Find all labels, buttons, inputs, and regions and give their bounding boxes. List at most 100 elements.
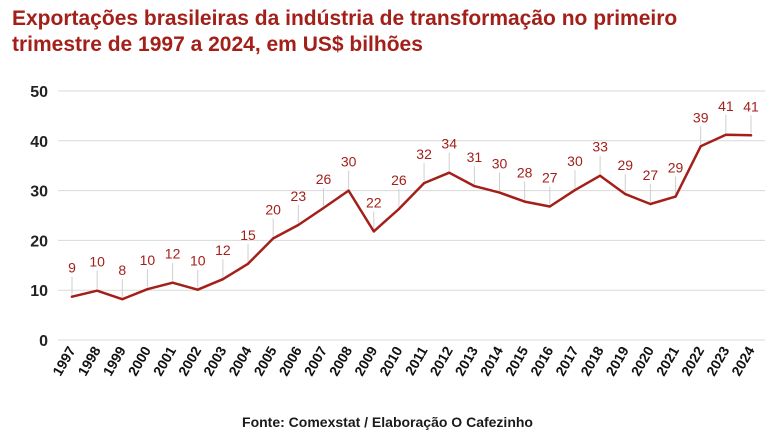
y-tick-label-30: 30 xyxy=(30,184,48,201)
data-label-2022: 39 xyxy=(693,109,709,125)
data-point-2017 xyxy=(573,188,577,192)
x-tick-label-1997: 1997 xyxy=(49,343,79,378)
x-tick-label-2008: 2008 xyxy=(326,343,356,378)
data-label-2007: 26 xyxy=(316,171,332,187)
data-label-2002: 10 xyxy=(190,253,206,269)
data-point-2007 xyxy=(322,206,325,210)
data-label-2016: 27 xyxy=(542,170,558,186)
data-label-1998: 10 xyxy=(89,254,105,270)
data-label-2001: 12 xyxy=(165,246,181,262)
data-labels: 9 10 8 10 12 10 12 15 20 23 26 30 22 26 32 34 31 30 28 27 30… xyxy=(68,98,759,278)
x-tick-label-2013: 2013 xyxy=(452,343,482,378)
x-tick-label-2005: 2005 xyxy=(250,343,280,378)
data-point-2024 xyxy=(749,134,753,137)
data-label-2013: 31 xyxy=(467,149,483,165)
data-label-2004: 15 xyxy=(240,227,256,243)
source-note: Fonte: Comexstat / Elaboração O Cafezinh… xyxy=(242,414,533,430)
data-point-2001 xyxy=(171,281,174,284)
y-axis-ticks: 0 10 20 30 40 50 xyxy=(30,84,48,350)
x-tick-label-2020: 2020 xyxy=(628,343,658,378)
data-label-2011: 32 xyxy=(416,146,432,162)
data-point-2002 xyxy=(196,288,199,291)
data-point-2014 xyxy=(498,191,501,194)
data-label-2020: 27 xyxy=(643,167,659,183)
data-label-2018: 33 xyxy=(592,139,608,155)
data-label-2023: 41 xyxy=(718,98,734,114)
x-tick-label-2009: 2009 xyxy=(351,343,381,378)
data-label-1997: 9 xyxy=(68,260,76,276)
data-point-2000 xyxy=(146,288,149,291)
chart-title-line-2: trimestre de 1997 a 2024, em US$ bilhões xyxy=(12,33,423,56)
data-point-2012 xyxy=(448,171,451,174)
data-point-2016 xyxy=(548,205,552,208)
x-tick-label-2011: 2011 xyxy=(402,343,431,377)
data-point-1997 xyxy=(70,295,74,298)
x-tick-label-2014: 2014 xyxy=(477,343,507,378)
x-tick-label-2017: 2017 xyxy=(552,343,582,378)
data-point-2004 xyxy=(246,262,250,266)
x-tick-label-2021: 2021 xyxy=(653,343,683,378)
x-tick-label-2010: 2010 xyxy=(376,343,406,378)
x-tick-label-2002: 2002 xyxy=(175,343,205,378)
grid-lines xyxy=(58,90,765,341)
x-tick-label-2006: 2006 xyxy=(275,343,305,378)
data-label-2021: 29 xyxy=(668,160,684,176)
y-tick-label-40: 40 xyxy=(30,134,48,151)
data-point-2013 xyxy=(473,184,476,188)
x-axis-ticks: 1997199819992000200120022003200420052006… xyxy=(49,343,758,378)
y-tick-label-10: 10 xyxy=(30,283,48,300)
data-label-2019: 29 xyxy=(617,157,633,173)
data-point-2023 xyxy=(724,133,728,137)
data-label-1999: 8 xyxy=(118,262,126,278)
y-tick-label-20: 20 xyxy=(30,233,48,250)
data-label-2015: 28 xyxy=(517,165,533,181)
data-point-2008 xyxy=(347,189,350,192)
series-line xyxy=(70,133,753,301)
x-tick-label-2015: 2015 xyxy=(502,343,532,378)
x-tick-label-2016: 2016 xyxy=(527,343,557,378)
data-label-2012: 34 xyxy=(441,136,457,152)
data-point-2003 xyxy=(221,278,225,281)
x-tick-label-2004: 2004 xyxy=(225,343,255,378)
data-label-2006: 23 xyxy=(291,188,307,204)
data-point-1999 xyxy=(121,297,124,301)
y-tick-label-50: 50 xyxy=(30,84,48,101)
x-tick-label-2022: 2022 xyxy=(678,343,708,378)
data-label-2010: 26 xyxy=(391,172,407,188)
chart-title-line-1: Exportações brasileiras da indústria de … xyxy=(12,7,678,30)
data-point-2011 xyxy=(422,181,426,185)
data-point-2005 xyxy=(271,237,275,240)
data-point-2019 xyxy=(624,192,627,196)
data-label-2017: 30 xyxy=(567,153,583,169)
data-point-2010 xyxy=(397,207,401,211)
data-label-2003: 12 xyxy=(215,242,231,258)
data-point-1998 xyxy=(95,289,99,292)
data-point-2009 xyxy=(372,230,375,233)
x-tick-label-2012: 2012 xyxy=(426,343,456,378)
x-tick-label-2018: 2018 xyxy=(577,343,607,378)
label-leaders xyxy=(71,114,752,298)
x-tick-label-2023: 2023 xyxy=(703,343,733,378)
x-tick-label-2024: 2024 xyxy=(728,343,758,378)
data-point-2022 xyxy=(699,145,702,148)
x-tick-label-2019: 2019 xyxy=(602,343,632,378)
x-tick-label-2001: 2001 xyxy=(150,343,180,378)
chart-title: Exportações brasileiras da indústria de … xyxy=(12,6,764,58)
data-point-2015 xyxy=(523,200,526,203)
x-tick-label-1999: 1999 xyxy=(99,343,129,378)
data-label-2014: 30 xyxy=(492,156,508,172)
x-tick-label-2000: 2000 xyxy=(125,343,155,378)
x-tick-label-2003: 2003 xyxy=(200,343,230,378)
data-point-2006 xyxy=(297,223,300,227)
data-label-2008: 30 xyxy=(341,154,357,170)
series-layer xyxy=(70,133,753,301)
x-tick-label-1998: 1998 xyxy=(74,343,104,378)
data-point-2021 xyxy=(674,195,677,198)
data-label-2024: 41 xyxy=(743,98,759,114)
data-point-2020 xyxy=(649,202,652,206)
y-tick-label-0: 0 xyxy=(39,333,48,350)
data-point-2018 xyxy=(598,174,602,177)
data-label-2000: 10 xyxy=(140,252,156,268)
x-tick-label-2007: 2007 xyxy=(301,343,331,378)
